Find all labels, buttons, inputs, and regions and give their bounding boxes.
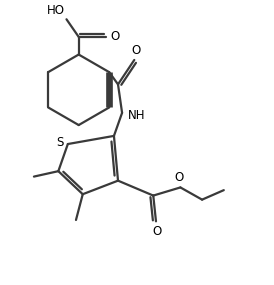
Text: NH: NH <box>128 109 145 121</box>
Text: HO: HO <box>47 4 65 17</box>
Text: O: O <box>175 171 184 184</box>
Text: S: S <box>56 137 64 149</box>
Text: O: O <box>111 30 120 43</box>
Text: O: O <box>153 225 162 238</box>
Text: O: O <box>132 44 141 57</box>
